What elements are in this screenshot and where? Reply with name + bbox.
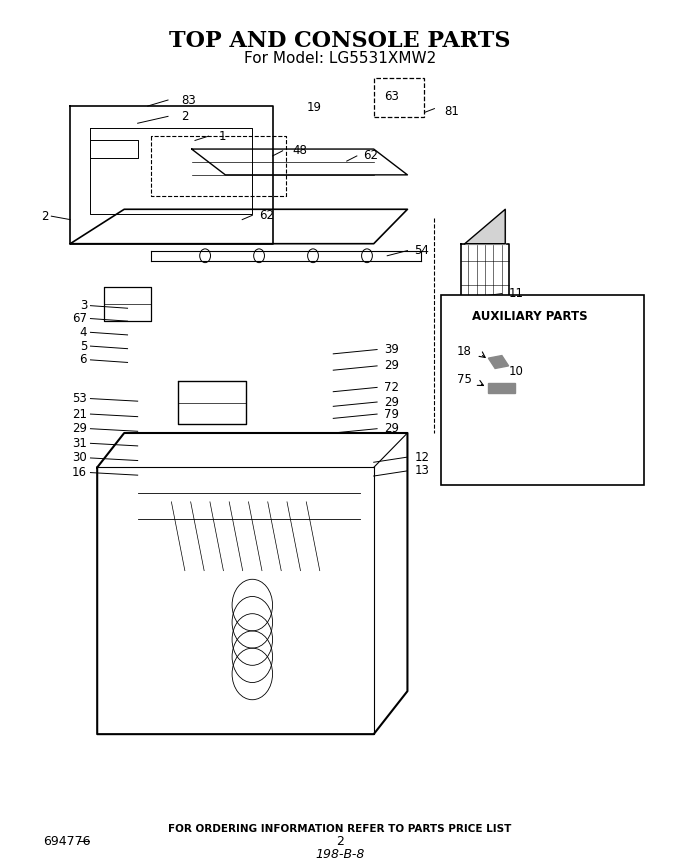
Text: 29: 29 — [384, 359, 399, 372]
Text: 2: 2 — [182, 110, 189, 123]
Polygon shape — [464, 210, 505, 243]
Polygon shape — [488, 383, 515, 393]
Text: 18: 18 — [457, 345, 471, 358]
FancyBboxPatch shape — [374, 79, 424, 117]
Polygon shape — [488, 356, 509, 368]
Text: AUXILIARY PARTS: AUXILIARY PARTS — [471, 310, 587, 323]
Text: FOR ORDERING INFORMATION REFER TO PARTS PRICE LIST: FOR ORDERING INFORMATION REFER TO PARTS … — [169, 824, 511, 834]
Text: 31: 31 — [72, 436, 87, 449]
Text: 5: 5 — [80, 339, 87, 352]
Text: 67: 67 — [72, 312, 87, 325]
Text: 29: 29 — [384, 396, 399, 409]
Text: 16: 16 — [72, 466, 87, 479]
Text: For Model: LG5531XMW2: For Model: LG5531XMW2 — [244, 51, 436, 66]
Text: 6: 6 — [80, 353, 87, 366]
Text: TOP AND CONSOLE PARTS: TOP AND CONSOLE PARTS — [169, 30, 511, 53]
Text: 10: 10 — [509, 365, 524, 378]
Text: 48: 48 — [293, 145, 307, 158]
Text: 694776: 694776 — [44, 835, 90, 848]
Bar — [441, 295, 643, 485]
Text: 53: 53 — [72, 392, 87, 405]
Text: 12: 12 — [414, 450, 429, 463]
Text: 79: 79 — [384, 408, 399, 421]
Text: 198-B-8: 198-B-8 — [316, 848, 364, 861]
Text: 21: 21 — [72, 408, 87, 421]
Text: 4: 4 — [80, 326, 87, 339]
Text: 75: 75 — [457, 373, 471, 386]
Text: 29: 29 — [384, 423, 399, 436]
Text: 2: 2 — [336, 835, 344, 848]
Text: 83: 83 — [182, 94, 197, 107]
Text: 30: 30 — [72, 451, 87, 464]
Text: 63: 63 — [384, 90, 398, 103]
Text: 72: 72 — [384, 381, 399, 394]
Text: 13: 13 — [414, 464, 429, 477]
Text: 54: 54 — [414, 244, 429, 257]
Text: 62: 62 — [364, 150, 379, 163]
Text: 3: 3 — [80, 299, 87, 312]
Text: 2: 2 — [41, 210, 49, 223]
Text: —: — — [78, 835, 90, 848]
Text: 62: 62 — [259, 209, 274, 222]
Text: 29: 29 — [72, 423, 87, 436]
Text: 1: 1 — [218, 130, 226, 143]
Text: 39: 39 — [384, 343, 398, 356]
Text: 19: 19 — [307, 101, 322, 114]
Text: 81: 81 — [445, 105, 460, 118]
Text: 11: 11 — [509, 288, 524, 301]
